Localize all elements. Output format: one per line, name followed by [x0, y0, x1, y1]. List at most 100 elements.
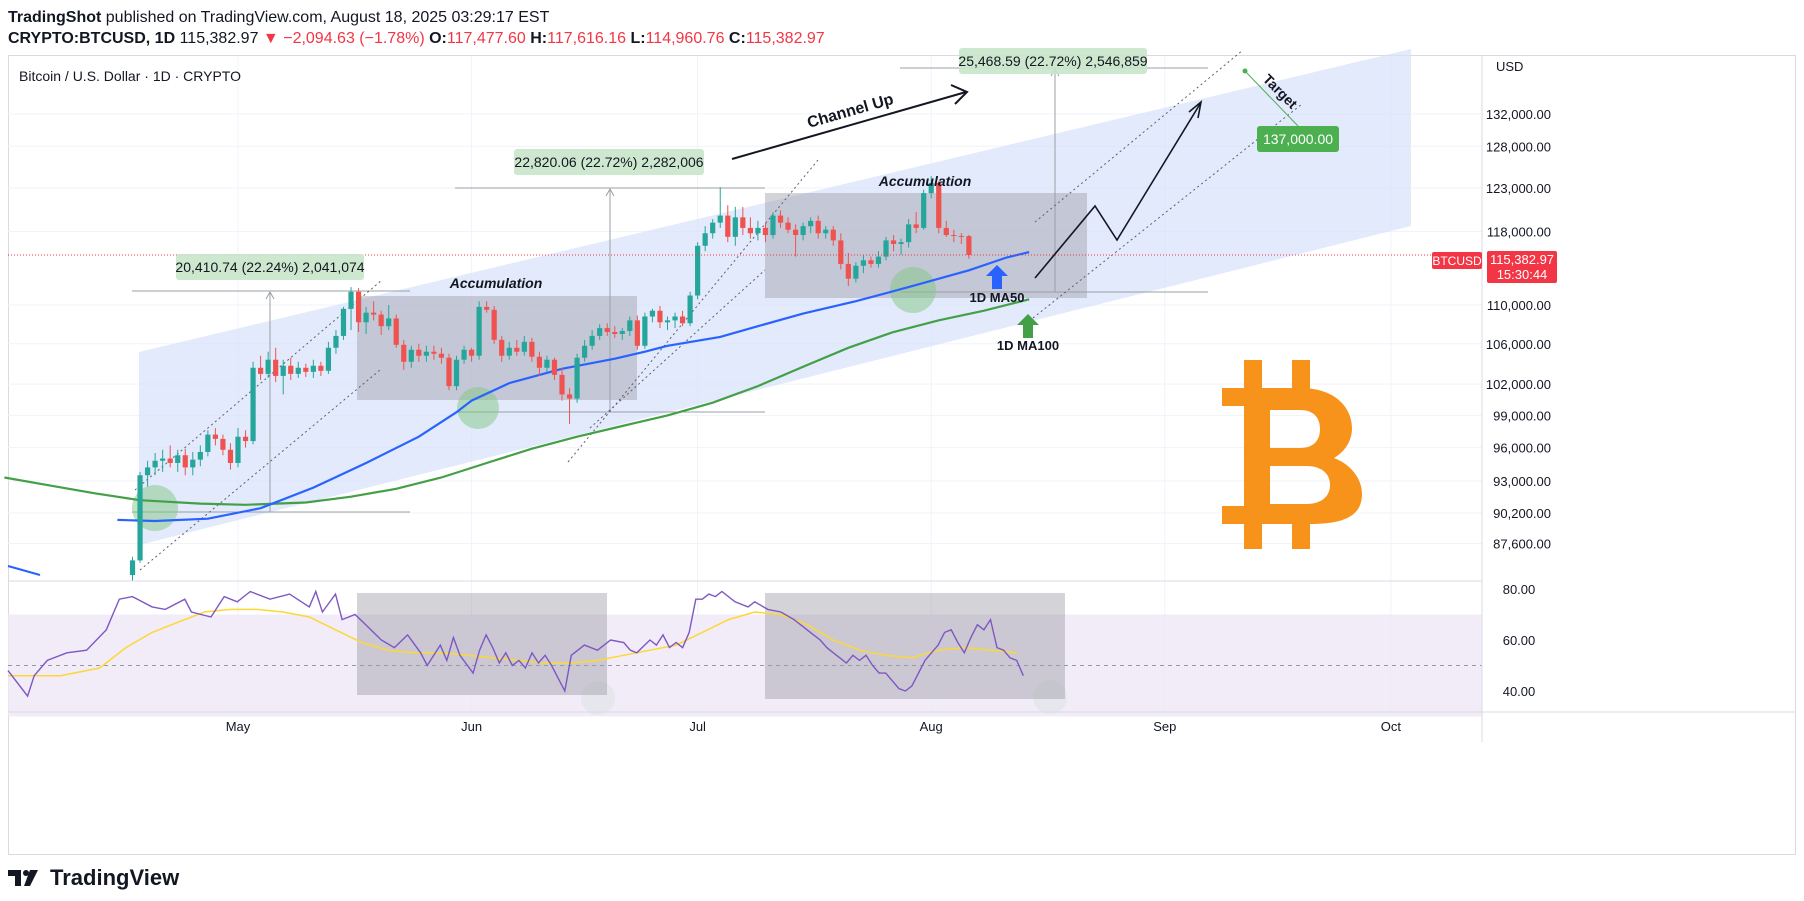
- candle-body: [913, 224, 919, 228]
- candle-body: [875, 256, 882, 264]
- candle-body: [762, 227, 769, 236]
- candle: [808, 217, 814, 234]
- candle-body: [393, 318, 399, 345]
- candle-body: [582, 345, 588, 358]
- candle: [860, 254, 867, 274]
- candle-body: [250, 367, 256, 442]
- tradingview-logo-icon: [8, 870, 38, 886]
- candle-body: [355, 291, 362, 323]
- candle: [679, 310, 686, 327]
- candle-body: [808, 220, 814, 227]
- candle-body: [695, 245, 701, 296]
- candle: [401, 339, 407, 370]
- candle: [913, 212, 919, 234]
- candle-body: [785, 222, 791, 230]
- candle: [461, 345, 467, 364]
- ma100-label: 1D MA100: [997, 338, 1059, 353]
- candle-body: [589, 335, 595, 346]
- channel-dotted-line: [589, 269, 766, 429]
- candle-body: [288, 365, 294, 374]
- candle: [242, 430, 249, 448]
- candle: [906, 219, 912, 248]
- candle: [295, 361, 301, 378]
- candle: [619, 328, 625, 340]
- candle-body: [386, 318, 392, 327]
- candle-body: [559, 374, 565, 395]
- candle: [408, 345, 414, 368]
- channel-up-arrow-icon: [950, 84, 969, 105]
- time-tick-label: May: [226, 719, 251, 734]
- ma50-arrow-icon: [986, 265, 1008, 289]
- candle-body: [710, 222, 716, 234]
- bitcoin-logo-icon: [1222, 360, 1362, 549]
- symbol-label[interactable]: CRYPTO:BTCUSD, 1D: [8, 30, 176, 47]
- candle-body: [566, 394, 573, 399]
- candle: [190, 451, 196, 476]
- footer-brand[interactable]: TradingView: [8, 865, 179, 891]
- candle-body: [928, 182, 934, 194]
- candle-body: [182, 455, 188, 468]
- measure-label-2: 22,820.06 (22.72%) 2,282,006: [514, 154, 703, 170]
- candle-body: [672, 316, 678, 321]
- candle: [318, 361, 324, 376]
- candle: [453, 355, 460, 391]
- candle-body: [679, 316, 686, 324]
- candle-body: [732, 217, 738, 237]
- accumulation-label-2: Accumulation: [878, 173, 972, 189]
- candle-body: [551, 359, 558, 375]
- candle: [205, 430, 211, 457]
- change-arrow-icon: ▼: [262, 30, 279, 47]
- projection-path: [1034, 103, 1201, 279]
- candle: [325, 341, 332, 374]
- candle: [943, 220, 949, 237]
- candle: [597, 324, 603, 340]
- candle: [890, 235, 897, 252]
- candle-body: [160, 458, 166, 461]
- candle: [875, 251, 882, 268]
- candle: [664, 316, 671, 331]
- candle: [521, 335, 527, 356]
- candle: [393, 314, 399, 348]
- author-name[interactable]: TradingShot: [8, 9, 102, 26]
- candle: [529, 337, 535, 362]
- bitcoin-logo-bottom-left-bar: [1244, 520, 1262, 549]
- candle-body: [514, 347, 520, 352]
- candle-body: [137, 475, 143, 561]
- candle-body: [800, 226, 806, 236]
- candle: [800, 222, 806, 241]
- candle: [129, 556, 136, 582]
- candle: [838, 233, 844, 270]
- candle: [559, 367, 565, 401]
- channel-dotted-line: [139, 369, 381, 571]
- candle-body: [898, 242, 904, 244]
- candle: [717, 187, 723, 228]
- candle: [431, 345, 437, 360]
- measure-label-2-bg: [514, 149, 704, 175]
- channel-up-band: [139, 49, 1411, 545]
- price-tick-label: 132,000.00: [1486, 107, 1551, 122]
- candle: [936, 181, 942, 234]
- candle: [288, 357, 294, 380]
- candle-body: [951, 235, 957, 237]
- candle-body: [792, 229, 799, 236]
- candle-body: [664, 320, 671, 323]
- candle-body: [936, 182, 942, 228]
- rsi-tick-label: 60.00: [1503, 633, 1536, 648]
- candle-body: [431, 351, 437, 354]
- candle-body: [476, 306, 482, 356]
- price-tag-value: 115,382.97: [1490, 252, 1554, 267]
- target-dot: [1242, 68, 1248, 74]
- currency-label[interactable]: USD: [1496, 59, 1523, 74]
- candle: [514, 339, 520, 356]
- channel-dotted-line: [567, 159, 819, 463]
- candle: [265, 351, 271, 378]
- candle-body: [958, 235, 964, 237]
- candle: [258, 355, 264, 380]
- low-label: L:: [630, 30, 646, 47]
- candle-body: [529, 341, 535, 357]
- candle-body: [649, 310, 656, 317]
- candle-body: [280, 365, 286, 376]
- candle-body: [129, 560, 136, 576]
- candle: [928, 176, 934, 199]
